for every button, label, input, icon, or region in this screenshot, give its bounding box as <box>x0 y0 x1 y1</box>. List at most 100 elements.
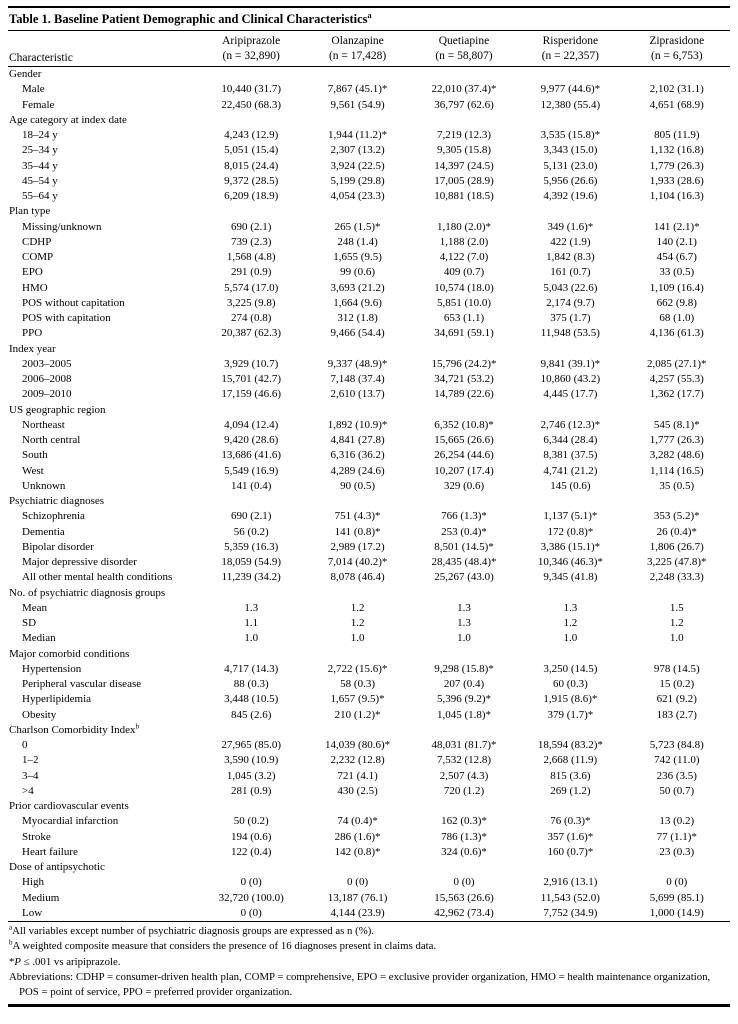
value-cell: 22,450 (68.3) <box>221 98 281 111</box>
value-cell: 10,860 (43.2) <box>540 373 601 385</box>
value-cell: 5,051 (15.4) <box>224 144 279 157</box>
value-cell: 5,851 (10.0) <box>436 296 492 309</box>
value-cell: 140 (2.1) <box>656 235 697 248</box>
value-cell: 4,717 (14.3) <box>224 662 279 675</box>
value-cell: 13,686 (41.6) <box>221 449 281 462</box>
value-cell: 286 (1.6)* <box>334 830 381 843</box>
row-label: 3–4 <box>22 769 39 782</box>
drug-sample-size: (n = 58,807) <box>435 49 493 62</box>
value-cell: 1.5 <box>669 601 684 614</box>
value-cell: 56 (0.2) <box>233 525 269 538</box>
table-row: Major depressive disorder 18,059 (54.9) 7,… <box>8 555 730 570</box>
value-cell: 32,720 (100.0) <box>218 891 284 904</box>
value-cell: 10,440 (31.7) <box>221 83 281 96</box>
value-cell: 18,059 (54.9) <box>221 556 281 568</box>
drug-sample-size: (n = 22,357) <box>541 49 599 62</box>
value-cell: 805 (11.9) <box>654 129 700 141</box>
row-label: 2009–2010 <box>22 388 72 401</box>
value-cell: 8,501 (14.5)* <box>434 540 494 553</box>
value-cell: 1,109 (16.4) <box>649 281 704 294</box>
table-row: West 5,549 (16.9) 4,289 (24.6) 10,207 (17.4… <box>8 464 730 479</box>
value-cell: 11,543 (52.0) <box>540 891 600 904</box>
value-cell: 8,078 (46.4) <box>330 571 385 584</box>
table-row: Peripheral vascular disease 88 (0.3) 58 (0… <box>8 677 730 692</box>
value-cell: 17,005 (28.9) <box>434 174 494 187</box>
value-cell: 0 (0) <box>240 906 262 919</box>
row-label: Bipolar disorder <box>22 540 94 553</box>
table-row: POS without capitation 3,225 (9.8) 1,664 (… <box>8 296 730 311</box>
section-label: No. of psychiatric diagnosis groups <box>9 586 166 599</box>
value-cell: 281 (0.9) <box>231 784 272 797</box>
drug-name: Ziprasidone <box>649 35 705 47</box>
value-cell: 77 (1.1)* <box>656 830 697 843</box>
value-cell: 2,174 (9.7) <box>546 296 595 309</box>
value-cell: 207 (0.4) <box>443 678 485 690</box>
section-row: Prior cardiovascular events <box>8 799 730 814</box>
value-cell: 653 (1.1) <box>443 312 485 324</box>
table-row: COMP 1,568 (4.8) 1,655 (9.5) 4,122 (7.0) 1,8… <box>8 250 730 265</box>
value-cell: 11,948 (53.5) <box>540 327 600 340</box>
table-row: 2003–2005 3,929 (10.7) 9,337 (48.9)* 15,796… <box>8 357 730 372</box>
value-cell: 545 (8.1)* <box>653 418 700 431</box>
value-cell: 14,397 (24.5) <box>434 159 494 172</box>
value-cell: 3,448 (10.5) <box>224 693 279 706</box>
table-row: Stroke 194 (0.6) 286 (1.6)* 786 (1.3)* 357 (… <box>8 830 730 845</box>
drug-sample-size: (n = 6,753) <box>651 49 703 62</box>
value-cell: 1.2 <box>669 617 684 629</box>
row-label: Obesity <box>22 708 57 721</box>
value-cell: 1.0 <box>350 632 365 645</box>
row-label: SD <box>22 617 37 629</box>
value-cell: 90 (0.5) <box>340 479 375 492</box>
value-cell: 9,466 (54.4) <box>330 327 385 340</box>
section-row: No. of psychiatric diagnosis groups <box>8 586 730 601</box>
table-row: North central 9,420 (28.6) 4,841 (27.8) 15,… <box>8 433 730 448</box>
value-cell: 18,594 (83.2)* <box>537 739 603 751</box>
value-cell: 7,867 (45.1)* <box>327 83 388 96</box>
row-label: Hyperlipidemia <box>22 693 92 706</box>
value-cell: 1,000 (14.9) <box>649 906 704 919</box>
value-cell: 2,610 (13.7) <box>330 388 385 401</box>
row-label: Peripheral vascular disease <box>22 678 142 690</box>
value-cell: 978 (14.5) <box>653 662 700 675</box>
table-row: Hypertension 4,717 (14.3) 2,722 (15.6)* 9,2… <box>8 662 730 677</box>
value-cell: 3,693 (21.2) <box>330 281 385 294</box>
value-cell: 1,892 (10.9)* <box>327 418 388 431</box>
value-cell: 4,054 (23.3) <box>330 190 385 202</box>
table-row: 55–64 y 6,209 (18.9) 4,054 (23.3) 10,881 (1… <box>8 189 730 204</box>
section-label: Index year <box>9 342 56 355</box>
value-cell: 751 (4.3)* <box>334 510 381 523</box>
value-cell: 14,789 (22.6) <box>434 388 494 401</box>
row-label: Myocardial infarction <box>22 815 119 828</box>
drug-name: Risperidone <box>542 35 599 47</box>
value-cell: 5,549 (16.9) <box>224 464 279 477</box>
value-cell: 265 (1.5)* <box>334 220 381 233</box>
row-label: Unknown <box>22 479 66 492</box>
row-label: Schizophrenia <box>22 510 85 523</box>
value-cell: 409 (0.7) <box>443 266 485 279</box>
table-row: 1–2 3,590 (10.9) 2,232 (12.8) 7,532 (12.8) 2… <box>8 753 730 768</box>
value-cell: 2,085 (27.1)* <box>646 357 707 370</box>
value-cell: 2,507 (4.3) <box>439 769 489 782</box>
value-cell: 15 (0.2) <box>659 678 695 690</box>
row-label: Female <box>22 98 55 111</box>
row-label: POS with capitation <box>22 312 111 324</box>
footnote: bA weighted composite measure that consi… <box>9 938 437 953</box>
row-label: 55–64 y <box>22 190 58 202</box>
section-label: US geographic region <box>9 403 106 416</box>
value-cell: 1,664 (9.6) <box>333 296 382 309</box>
value-cell: 1.0 <box>457 632 471 645</box>
table-row: Unknown 141 (0.4) 90 (0.5) 329 (0.6) 145 (0.… <box>8 479 730 494</box>
value-cell: 0 (0) <box>453 876 475 889</box>
column-header: Ziprasidone (n = 6,753) <box>623 31 730 67</box>
value-cell: 4,841 (27.8) <box>330 434 385 446</box>
value-cell: 7,532 (12.8) <box>436 754 492 767</box>
value-cell: 58 (0.3) <box>340 678 375 690</box>
table-row: All other mental health conditions 11,239… <box>8 570 730 585</box>
row-label: COMP <box>22 251 54 263</box>
row-label: Male <box>22 83 45 96</box>
table-row: 18–24 y 4,243 (12.9) 1,944 (11.2)* 7,219 (1… <box>8 128 730 143</box>
drug-sample-size: (n = 17,428) <box>328 49 387 62</box>
value-cell: 36,797 (62.6) <box>434 98 494 111</box>
value-cell: 5,043 (22.6) <box>543 281 598 294</box>
table-row: Bipolar disorder 5,359 (16.3) 2,989 (17.2)… <box>8 540 730 555</box>
